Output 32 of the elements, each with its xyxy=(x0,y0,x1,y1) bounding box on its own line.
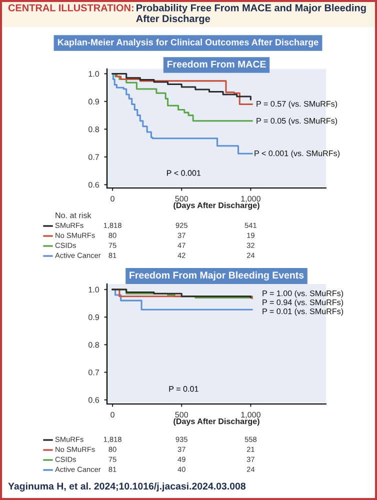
annotation: P = 0.57 (vs. SMuRFs) xyxy=(256,100,338,108)
text: No. at risk xyxy=(56,212,92,218)
chart-title: Freedom From MACE xyxy=(167,60,266,68)
y-tick-label: 1.0 xyxy=(88,286,100,293)
y-tick-label: 0.6 xyxy=(88,182,100,188)
y-tick-label: 0.9 xyxy=(88,314,99,320)
annotation: P = 1.00 (vs. SMuRFs) xyxy=(262,290,344,298)
annotation: P = 0.01 (vs. SMuRFs) xyxy=(262,308,344,316)
x-tick-label: 0 xyxy=(110,196,114,202)
y-tick-label: 0.6 xyxy=(88,397,100,403)
x-tick-label: 0 xyxy=(110,412,114,418)
y-tick-label: 0.8 xyxy=(88,126,100,132)
text: Kaplan-Meier Analysis for Clinical Outcomes After Discharge xyxy=(58,38,318,48)
annotation: P = 0.05 (vs. SMuRFs) xyxy=(256,118,338,126)
y-tick-label: 0.7 xyxy=(88,370,99,376)
y-tick-label: 0.7 xyxy=(88,154,99,160)
x-axis-title: (Days After Discharge) xyxy=(174,202,260,210)
annotation: P = 0.01 xyxy=(169,386,198,392)
x-tick-label: 1,000 xyxy=(241,196,260,203)
x-tick-label: 500 xyxy=(175,412,188,418)
x-tick-label: 1,000 xyxy=(241,412,260,419)
y-tick-label: 0.8 xyxy=(88,342,100,348)
annotation: P = 0.94 (vs. SMuRFs) xyxy=(262,299,344,307)
x-axis-title: (Days After Discharge) xyxy=(174,418,260,426)
annotation: P < 0.001 xyxy=(167,170,201,176)
y-tick-label: 0.9 xyxy=(88,98,99,104)
x-tick-label: 500 xyxy=(175,196,188,202)
text: CENTRAL ILLUSTRATION: Probability Free From MACE and Major Bleeding After Discharge xyxy=(8,4,366,24)
y-tick-label: 1.0 xyxy=(88,71,100,77)
text: Yaginuma H, et al. 2024;10.1016/j.jacasi.2024.03.008 xyxy=(8,482,246,492)
annotation: P < 0.001 (vs. SMuRFs) xyxy=(254,150,340,158)
chart-title: Freedom From Major Bleeding Events xyxy=(130,271,304,281)
